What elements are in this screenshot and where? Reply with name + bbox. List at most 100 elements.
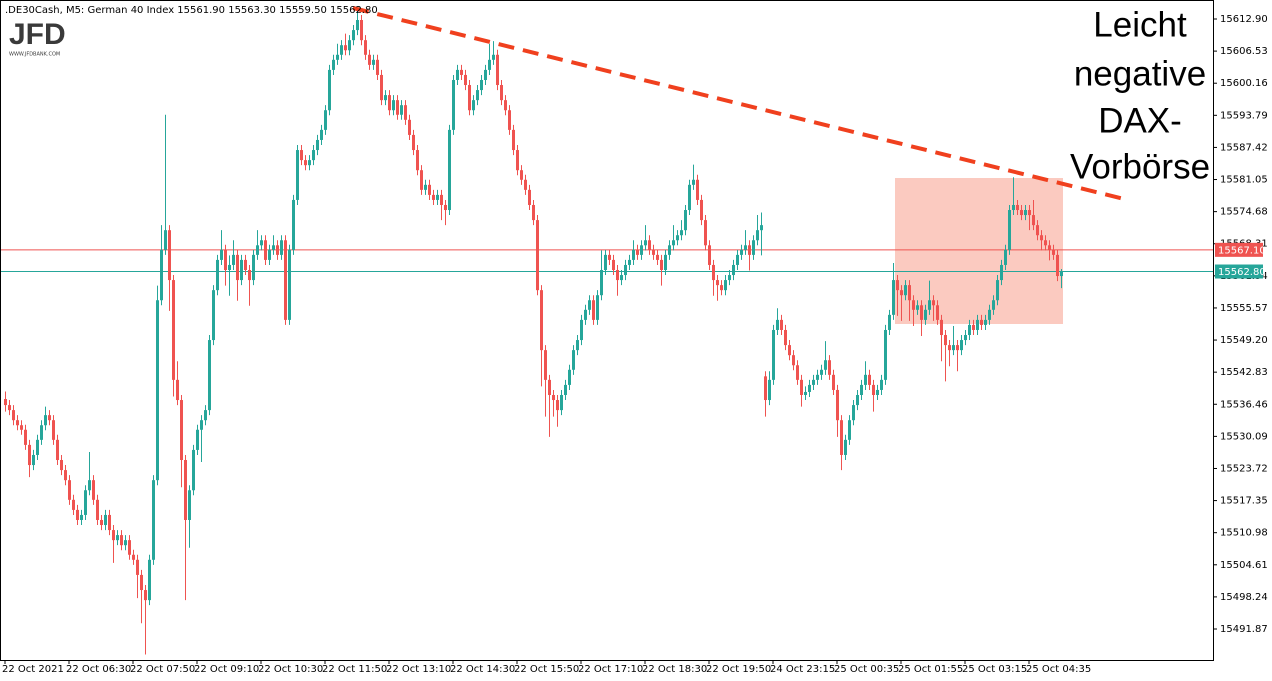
candle-body bbox=[576, 340, 579, 351]
y-tick-label: 15581.05 bbox=[1220, 175, 1268, 186]
candle-body bbox=[804, 391, 807, 395]
candle-body bbox=[572, 350, 575, 370]
candle-body bbox=[988, 309, 991, 320]
candle-body bbox=[260, 240, 263, 246]
candle-body bbox=[168, 230, 171, 281]
candle-body bbox=[548, 379, 551, 395]
candle-body bbox=[528, 189, 531, 205]
highlight-box bbox=[895, 178, 1063, 324]
candle-body bbox=[1040, 235, 1043, 241]
candle-body bbox=[744, 245, 747, 250]
candle-body bbox=[712, 264, 715, 281]
candle-body bbox=[356, 20, 359, 31]
candle-body bbox=[664, 254, 667, 270]
x-tick-label: 25 Oct 03:15 bbox=[962, 664, 1027, 675]
candle-body bbox=[852, 405, 855, 421]
candle-body bbox=[740, 249, 743, 255]
candle-body bbox=[536, 220, 539, 291]
candle-body bbox=[132, 554, 135, 560]
candle-body bbox=[204, 410, 207, 421]
candle-body bbox=[120, 535, 123, 546]
x-tick-label: 25 Oct 01:55 bbox=[898, 664, 963, 675]
candle-body bbox=[888, 314, 891, 330]
x-tick-label: 22 Oct 18:30 bbox=[642, 664, 707, 675]
candle-body bbox=[476, 90, 479, 101]
x-tick-label: 22 Oct 10:30 bbox=[258, 664, 323, 675]
candle-body bbox=[668, 245, 671, 255]
y-tick-label: 15549.20 bbox=[1220, 335, 1268, 346]
candle-body bbox=[32, 454, 35, 466]
candle-body bbox=[688, 184, 691, 211]
candle-body bbox=[336, 54, 339, 60]
candle-body bbox=[292, 199, 295, 250]
candle-body bbox=[636, 249, 639, 255]
candle-body bbox=[268, 249, 271, 260]
candle-body bbox=[372, 59, 375, 65]
x-tick-label: 22 Oct 07:50 bbox=[130, 664, 195, 675]
candle-body bbox=[772, 329, 775, 380]
candle-body bbox=[264, 240, 267, 260]
candle-body bbox=[532, 204, 535, 221]
candle-body bbox=[856, 394, 859, 406]
candle-body bbox=[84, 490, 87, 515]
candle-body bbox=[816, 374, 819, 380]
candle-body bbox=[832, 374, 835, 390]
candle-body bbox=[300, 150, 303, 161]
candle-body bbox=[840, 420, 843, 455]
candle-body bbox=[28, 444, 31, 466]
candle-body bbox=[520, 170, 523, 180]
candle-body bbox=[428, 184, 431, 195]
candle-body bbox=[656, 254, 659, 260]
x-tick-label: 22 Oct 15:50 bbox=[514, 664, 579, 675]
candle-body bbox=[976, 319, 979, 330]
x-tick-label: 22 Oct 17:10 bbox=[578, 664, 643, 675]
candle-body bbox=[36, 439, 39, 455]
candle-body bbox=[424, 184, 427, 190]
candle-body bbox=[972, 324, 975, 330]
candle-body bbox=[864, 374, 867, 385]
x-tick-label: 22 Oct 2021 bbox=[2, 664, 64, 675]
y-tick-label: 15530.09 bbox=[1220, 431, 1268, 442]
candle-body bbox=[984, 319, 987, 325]
candle-body bbox=[760, 225, 763, 231]
candle-body bbox=[672, 240, 675, 246]
x-tick-label: 25 Oct 00:35 bbox=[834, 664, 899, 675]
candle-body bbox=[192, 449, 195, 491]
candle-body bbox=[96, 499, 99, 520]
candle-body bbox=[964, 335, 967, 341]
candle-body bbox=[1044, 240, 1047, 246]
candle-body bbox=[676, 235, 679, 241]
candle-body bbox=[116, 535, 119, 541]
candle-body bbox=[1048, 245, 1051, 250]
candle-body bbox=[128, 540, 131, 555]
candle-body bbox=[812, 379, 815, 385]
candle-body bbox=[20, 425, 23, 430]
y-tick-label: 15574.68 bbox=[1220, 207, 1268, 218]
candle-body bbox=[196, 429, 199, 450]
candle-body bbox=[76, 509, 79, 520]
candle-body bbox=[1060, 271, 1063, 277]
candle-body bbox=[876, 389, 879, 395]
candle-body bbox=[1012, 204, 1015, 211]
candle-body bbox=[564, 384, 567, 395]
candle-body bbox=[500, 85, 503, 101]
candle-body bbox=[56, 439, 59, 461]
candle-body bbox=[932, 300, 935, 306]
candle-body bbox=[180, 400, 183, 461]
candle-body bbox=[592, 300, 595, 320]
candle-body bbox=[860, 384, 863, 395]
candle-body bbox=[416, 150, 419, 171]
candle-body bbox=[224, 249, 227, 270]
candle-body bbox=[948, 345, 951, 351]
candle-body bbox=[792, 355, 795, 366]
candle-body bbox=[436, 194, 439, 200]
candle-body bbox=[152, 480, 155, 560]
candle-body bbox=[776, 319, 779, 330]
logo: JFD bbox=[9, 18, 66, 51]
candle-body bbox=[900, 290, 903, 296]
candle-body bbox=[376, 59, 379, 75]
candle-body bbox=[104, 514, 107, 526]
y-tick-label: 15587.42 bbox=[1220, 142, 1268, 153]
candle-body bbox=[352, 30, 355, 41]
candle-body bbox=[884, 329, 887, 380]
